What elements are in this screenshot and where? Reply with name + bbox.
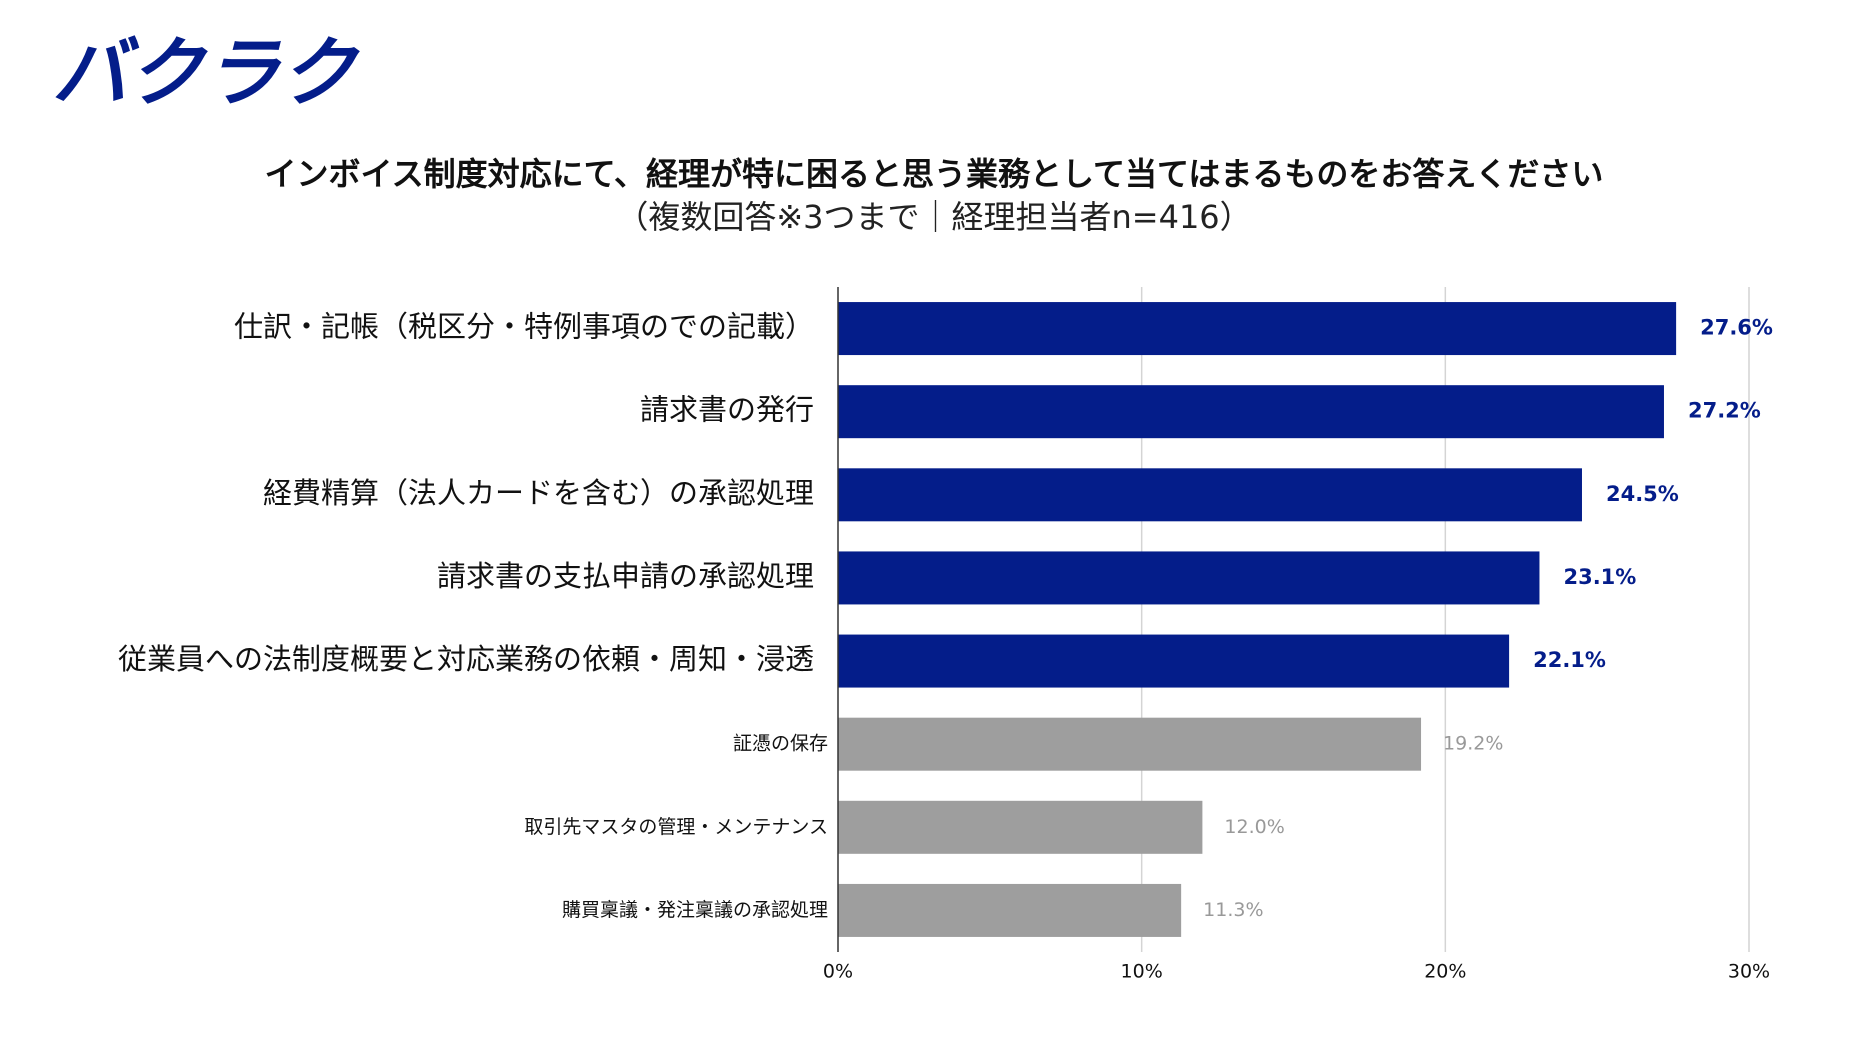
bar [838,468,1582,522]
logo: バクラク [52,28,360,117]
bar [838,551,1540,605]
x-tick-label: 0% [823,961,853,983]
bar [838,717,1422,771]
chart-title: インボイス制度対応にて、経理が特に困ると思う業務として当てはまるものをお答えくだ… [265,155,1604,193]
bar [838,302,1677,356]
value-label: 27.6% [1700,316,1773,340]
category-label: 証憑の保存 [733,733,828,755]
category-label: 請求書の発行 [640,393,814,427]
value-label: 24.5% [1606,482,1679,506]
value-label: 27.2% [1688,399,1761,423]
value-label: 11.3% [1203,899,1263,921]
bar [838,634,1510,688]
x-tick-label: 20% [1424,961,1466,983]
category-label: 取引先マスタの管理・メンテナンス [524,816,828,838]
x-tick-label: 10% [1121,961,1163,983]
category-label: 経費精算（法人カードを含む）の承認処理 [263,476,814,510]
value-label: 19.2% [1443,733,1503,755]
bar [838,800,1203,854]
chart-subtitle: （複数回答※3つまで｜経理担当者n=416） [616,198,1251,236]
value-label: 22.1% [1533,648,1606,672]
bar [838,883,1182,937]
x-tick-label: 30% [1728,961,1770,983]
category-label: 従業員への法制度概要と対応業務の依頼・周知・浸透 [118,642,814,676]
category-label: 仕訳・記帳（税区分・特例事項のでの記載） [234,310,814,344]
category-label: 請求書の支払申請の承認処理 [437,559,814,593]
value-label: 12.0% [1224,816,1284,838]
value-label: 23.1% [1563,565,1636,589]
category-label: 購買稟議・発注稟議の承認処理 [562,899,828,921]
bar [838,385,1664,439]
